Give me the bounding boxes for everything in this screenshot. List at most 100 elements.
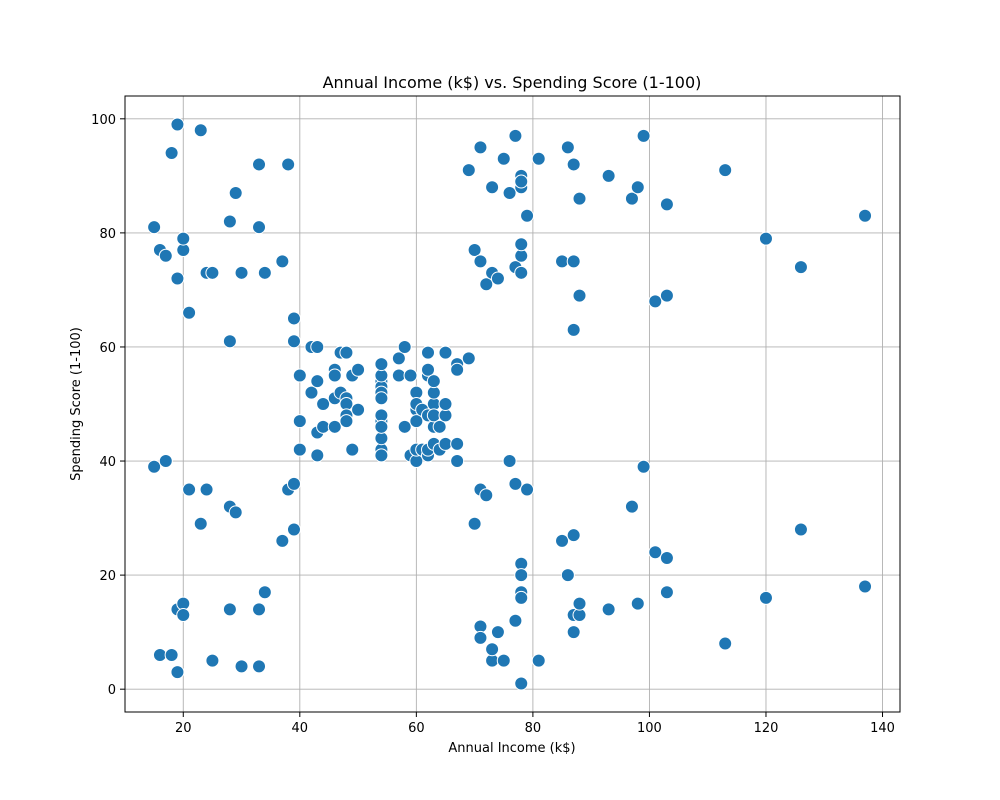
data-point <box>520 482 535 497</box>
data-point <box>275 533 290 548</box>
data-point <box>467 243 482 257</box>
data-point <box>531 653 546 668</box>
data-point <box>473 630 488 645</box>
data-point <box>450 436 465 451</box>
data-point <box>479 277 494 292</box>
data-point <box>531 151 546 166</box>
data-point <box>514 174 529 189</box>
data-point <box>170 665 185 680</box>
data-point <box>292 368 307 383</box>
x-tick-label: 80 <box>525 721 542 736</box>
data-point <box>648 545 663 560</box>
y-axis-label: Spending Score (1-100) <box>69 327 84 481</box>
data-point <box>164 146 179 161</box>
data-point <box>316 397 331 411</box>
y-tick-label: 0 <box>108 683 116 698</box>
data-point <box>234 265 249 280</box>
data-point <box>222 214 237 229</box>
data-point <box>205 265 220 280</box>
data-point <box>339 345 354 360</box>
data-point <box>659 288 674 303</box>
data-point <box>222 602 237 617</box>
x-tick-label: 100 <box>637 721 662 736</box>
data-point <box>560 568 575 583</box>
data-point <box>438 436 453 451</box>
data-point <box>421 362 436 377</box>
data-point <box>286 311 301 326</box>
data-point <box>228 185 243 200</box>
data-point <box>147 459 162 474</box>
data-point <box>514 568 529 583</box>
data-point <box>164 647 179 662</box>
x-tick-label: 120 <box>754 721 779 736</box>
data-point <box>467 516 482 531</box>
data-point <box>286 334 301 349</box>
data-point <box>555 533 570 548</box>
data-point <box>496 151 511 166</box>
x-axis-label: Annual Income (k$) <box>448 741 575 756</box>
data-points <box>147 117 873 691</box>
data-point <box>793 260 808 275</box>
data-point <box>758 590 773 605</box>
data-point <box>374 391 389 406</box>
data-point <box>158 248 173 263</box>
data-point <box>659 197 674 212</box>
data-point <box>858 208 873 223</box>
data-point <box>170 117 185 132</box>
data-point <box>403 368 418 383</box>
data-point <box>351 362 366 377</box>
data-point <box>718 636 733 651</box>
data-point <box>257 265 272 280</box>
x-axis: 20 40 60 80 100 120 140 <box>175 712 895 736</box>
data-point <box>479 488 494 503</box>
data-point <box>345 442 360 457</box>
data-point <box>508 476 523 491</box>
data-point <box>252 220 267 235</box>
data-point <box>193 123 208 138</box>
data-point <box>450 454 465 469</box>
data-point <box>310 448 325 463</box>
data-point <box>659 551 674 565</box>
grid <box>125 96 900 712</box>
data-point <box>205 653 220 668</box>
data-point <box>234 659 249 674</box>
data-point <box>508 613 523 628</box>
data-point <box>514 237 529 252</box>
data-point <box>257 585 272 600</box>
data-point <box>793 522 808 537</box>
data-point <box>252 602 267 617</box>
data-point <box>222 334 237 349</box>
data-point <box>636 128 651 143</box>
data-point <box>502 185 517 200</box>
data-point <box>473 254 488 269</box>
data-point <box>193 516 208 531</box>
plot-frame <box>124 95 901 713</box>
data-point <box>648 294 663 309</box>
data-point <box>304 385 319 400</box>
data-point <box>624 499 639 514</box>
x-tick-label: 140 <box>870 721 895 736</box>
data-point <box>176 608 191 623</box>
data-point <box>252 157 267 172</box>
data-point <box>147 220 162 235</box>
data-point <box>461 163 476 178</box>
data-point <box>228 505 243 520</box>
x-tick-label: 20 <box>175 721 192 736</box>
data-point <box>520 208 535 223</box>
data-point <box>397 419 412 434</box>
data-point <box>514 265 529 280</box>
data-point <box>438 345 453 360</box>
data-point <box>473 140 488 155</box>
data-point <box>391 351 406 366</box>
data-point <box>316 419 331 434</box>
data-point <box>426 374 441 389</box>
data-point <box>514 590 529 605</box>
data-point <box>450 362 465 377</box>
data-point <box>659 585 674 600</box>
data-point <box>758 231 773 246</box>
chart-title: Annual Income (k$) vs. Spending Score (1… <box>323 73 702 92</box>
data-point <box>566 528 581 543</box>
data-point <box>310 374 325 389</box>
